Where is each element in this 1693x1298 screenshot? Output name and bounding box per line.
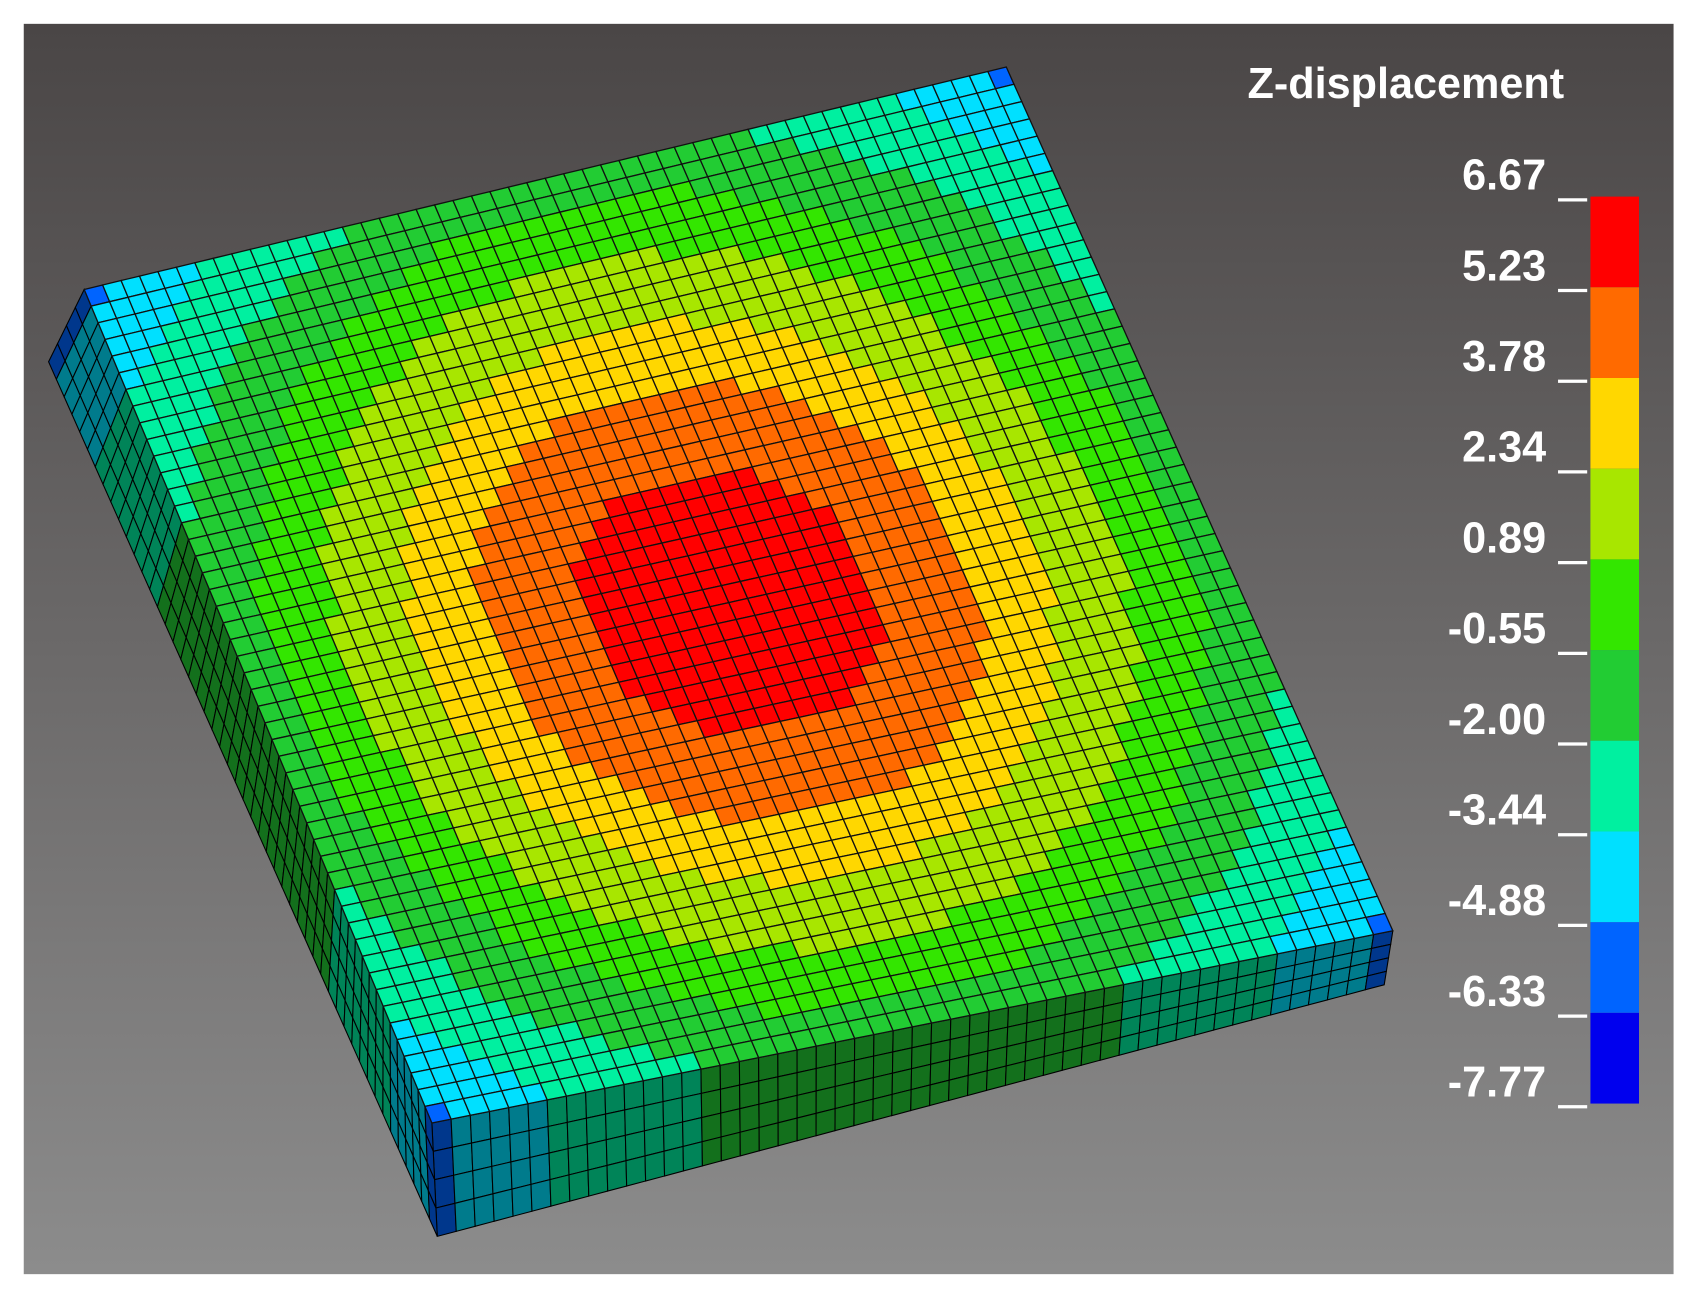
side-cell bbox=[625, 1155, 647, 1187]
legend-tick-label: -3.44 bbox=[1448, 787, 1546, 835]
side-cell bbox=[623, 1080, 645, 1111]
side-cell bbox=[606, 1159, 628, 1192]
side-cell bbox=[472, 1165, 494, 1200]
side-cell bbox=[434, 1174, 456, 1209]
side-cell bbox=[719, 1060, 741, 1090]
legend-tick-label: 0.89 bbox=[1462, 514, 1546, 562]
side-cell bbox=[585, 1087, 607, 1119]
side-cell bbox=[910, 1084, 931, 1112]
side-cell bbox=[566, 1117, 588, 1150]
legend-band bbox=[1590, 468, 1640, 560]
side-cell bbox=[427, 1190, 438, 1237]
side-cell bbox=[739, 1126, 760, 1157]
legend-tick-label: -6.33 bbox=[1448, 968, 1546, 1016]
side-cell bbox=[663, 1145, 685, 1177]
legend-tick-label: 5.23 bbox=[1462, 242, 1546, 290]
side-cell bbox=[1364, 970, 1388, 991]
side-cell bbox=[644, 1150, 666, 1182]
side-cell bbox=[548, 1147, 570, 1181]
legend-band bbox=[1590, 196, 1640, 288]
side-cell bbox=[586, 1139, 608, 1171]
side-cell bbox=[738, 1056, 760, 1086]
side-cell bbox=[605, 1109, 626, 1141]
side-cell bbox=[604, 1083, 626, 1115]
legend-title: Z-displacement bbox=[1247, 60, 1564, 108]
side-cell bbox=[777, 1117, 798, 1147]
legend-band bbox=[1590, 922, 1640, 1013]
side-cell bbox=[815, 1107, 836, 1137]
side-cell bbox=[530, 1178, 552, 1212]
side-cell bbox=[565, 1091, 587, 1124]
side-cell bbox=[758, 1053, 779, 1082]
side-cell bbox=[510, 1156, 532, 1190]
legend-tick-label: -7.77 bbox=[1448, 1059, 1546, 1107]
side-cell bbox=[546, 1095, 568, 1128]
side-cell bbox=[681, 1068, 702, 1099]
side-cell bbox=[700, 1064, 722, 1095]
side-cell bbox=[701, 1136, 722, 1167]
legend-tick-label: -0.55 bbox=[1448, 605, 1546, 653]
plate-top bbox=[83, 66, 1394, 1124]
side-cell bbox=[853, 1098, 874, 1127]
legend-tick-label: -4.88 bbox=[1448, 877, 1546, 925]
side-cell bbox=[508, 1103, 530, 1136]
side-cell bbox=[491, 1161, 513, 1195]
legend-band bbox=[1590, 831, 1640, 923]
side-cell bbox=[567, 1143, 589, 1176]
side-cell bbox=[492, 1188, 514, 1222]
mesh-cell bbox=[1364, 912, 1394, 936]
side-cell bbox=[454, 1197, 476, 1233]
legend-band bbox=[1590, 559, 1640, 651]
side-cell bbox=[469, 1110, 492, 1144]
side-cell bbox=[549, 1174, 571, 1207]
side-cell bbox=[720, 1131, 741, 1162]
side-cell bbox=[488, 1106, 511, 1140]
side-cell bbox=[431, 1118, 453, 1153]
side-cell bbox=[834, 1103, 855, 1132]
legend: Z-displacement 6.67 5.23 3.78 2.34 0.89 -0.55… bbox=[1247, 60, 1640, 1109]
side-cell bbox=[435, 1202, 457, 1238]
side-cell bbox=[758, 1122, 779, 1152]
side-cell bbox=[451, 1142, 474, 1176]
side-cell bbox=[528, 1125, 550, 1159]
side-cell bbox=[568, 1169, 590, 1202]
side-cell bbox=[661, 1072, 683, 1103]
side-cell bbox=[872, 1093, 893, 1122]
legend-band bbox=[1590, 740, 1640, 832]
side-cell bbox=[587, 1164, 609, 1197]
legend-band bbox=[1590, 287, 1640, 378]
legend-band bbox=[1590, 1012, 1640, 1104]
side-cell bbox=[682, 1141, 703, 1172]
side-cell bbox=[470, 1138, 493, 1172]
side-cell bbox=[473, 1193, 495, 1227]
side-cell bbox=[529, 1152, 551, 1186]
side-cell bbox=[509, 1129, 531, 1163]
legend-band bbox=[1590, 377, 1640, 469]
side-cell bbox=[891, 1088, 912, 1117]
plate-sides bbox=[47, 288, 1394, 1238]
legend-tick-label: 6.67 bbox=[1462, 152, 1546, 200]
side-cell bbox=[642, 1076, 664, 1107]
side-cell bbox=[527, 1099, 549, 1132]
legend-tick-label: 2.34 bbox=[1462, 424, 1546, 472]
side-cell bbox=[662, 1096, 684, 1128]
legend-band bbox=[1590, 650, 1640, 741]
side-cell bbox=[511, 1183, 533, 1217]
side-cell bbox=[490, 1134, 512, 1168]
legend-tick-label: -2.00 bbox=[1448, 696, 1546, 744]
legend-tick-label: 3.78 bbox=[1462, 333, 1546, 381]
side-cell bbox=[453, 1170, 475, 1204]
side-cell bbox=[547, 1121, 569, 1154]
side-cell bbox=[796, 1112, 817, 1142]
side-cell bbox=[643, 1100, 665, 1132]
side-cell bbox=[432, 1146, 455, 1181]
side-cell bbox=[585, 1113, 607, 1145]
side-cell bbox=[450, 1114, 473, 1148]
side-cell bbox=[624, 1105, 646, 1136]
